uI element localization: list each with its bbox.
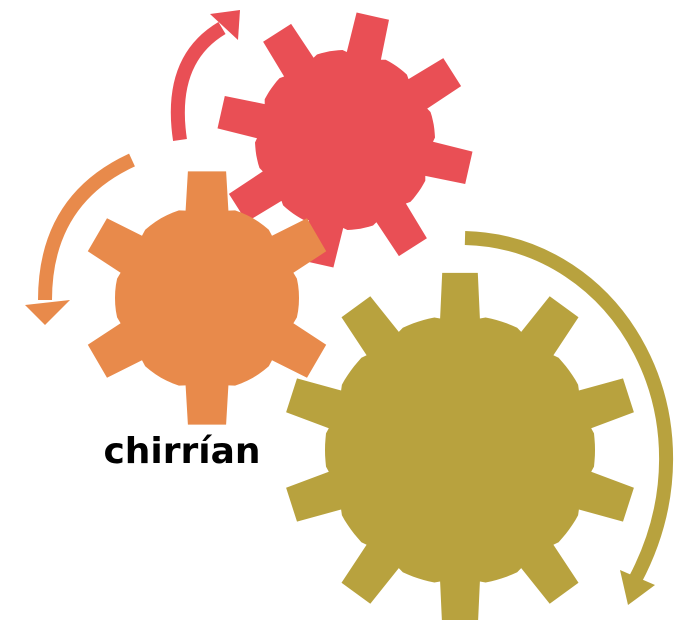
olive-gear [286, 273, 634, 620]
orange-arrow-head [25, 300, 70, 325]
gear-label: chirrían [103, 431, 260, 472]
gears [88, 13, 634, 620]
gears-diagram: chirrían [0, 0, 692, 620]
red-arrow-arc [178, 28, 222, 140]
